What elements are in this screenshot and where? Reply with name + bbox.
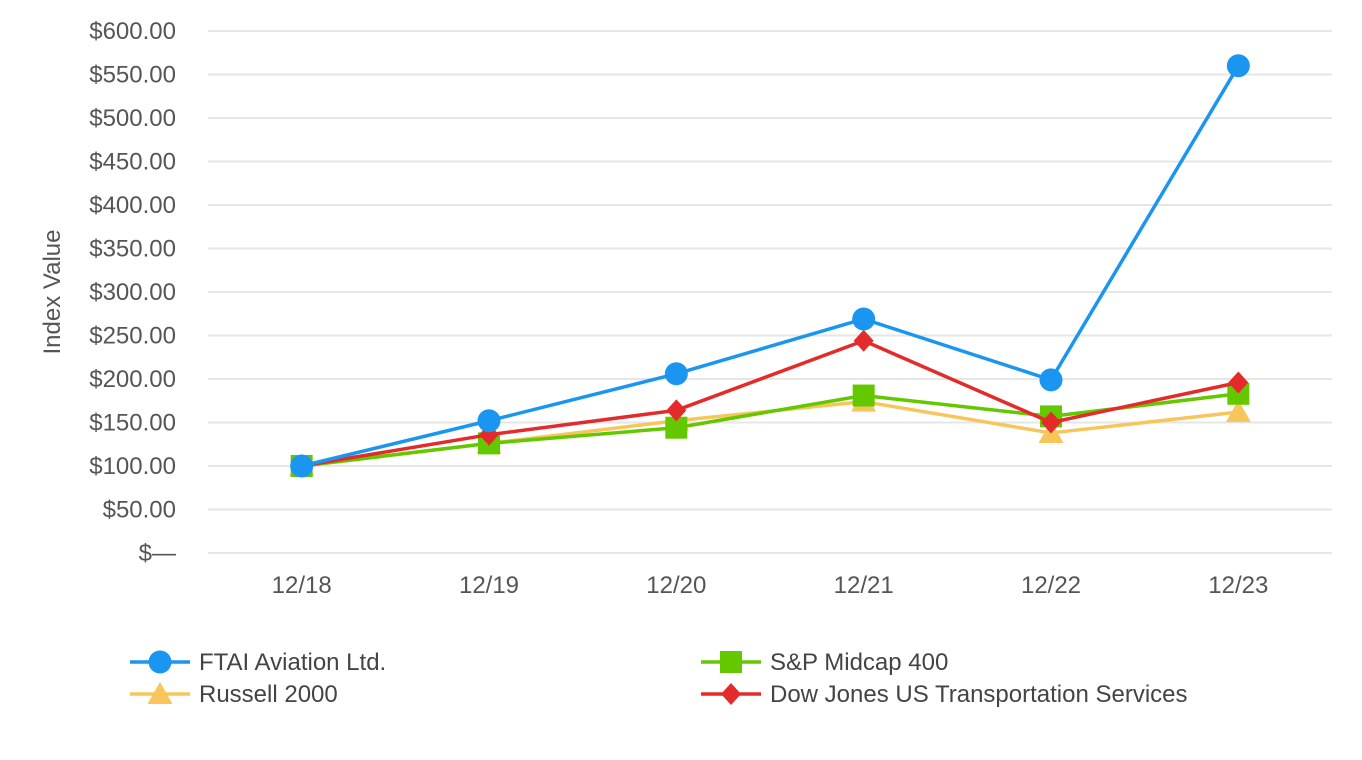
gridlines xyxy=(208,30,1332,554)
series-ftai-aviation-ltd xyxy=(290,54,1250,478)
y-tick-label: $250.00 xyxy=(89,323,176,350)
data-point-russell-2000-5 xyxy=(1225,400,1251,423)
series-line-dow-jones-us-transportation-services xyxy=(301,338,1239,468)
x-tick-label: 12/20 xyxy=(646,572,706,599)
legend-label: Russell 2000 xyxy=(199,681,338,708)
legend-label: FTAI Aviation Ltd. xyxy=(199,649,386,676)
series-line-ftai-aviation-ltd xyxy=(301,64,1240,468)
x-tick-label: 12/21 xyxy=(834,572,894,599)
legend: FTAI Aviation Ltd. S&P Midcap 400 Russell … xyxy=(130,649,1188,708)
y-tick-label: $— xyxy=(139,540,176,567)
data-point-dow-jones-us-transportation-services-5 xyxy=(1228,371,1249,394)
data-point-s-p-midcap-400-2 xyxy=(665,416,688,439)
y-tick-label: $50.00 xyxy=(103,497,176,524)
y-tick-label: $550.00 xyxy=(89,62,176,89)
legend-marker-dow-jones-us-transportation-services xyxy=(721,683,741,705)
x-tick-label: 12/22 xyxy=(1021,572,1081,599)
legend-item-s-p-midcap-400: S&P Midcap 400 xyxy=(701,649,948,676)
x-tick-label: 12/19 xyxy=(459,572,519,599)
data-point-ftai-aviation-ltd-0 xyxy=(290,454,314,478)
y-tick-label: $400.00 xyxy=(89,192,176,219)
y-axis-ticks: $— $50.00 $100.00 $150.00 $200.00 $250.00 $300… xyxy=(89,18,176,567)
series-line-s-p-midcap-400 xyxy=(301,392,1239,468)
x-axis-ticks: 12/18 12/19 12/20 12/21 12/22 12/23 xyxy=(272,572,1269,599)
series-dow-jones-us-transportation-services xyxy=(291,329,1249,477)
legend-item-ftai-aviation-ltd: FTAI Aviation Ltd. xyxy=(130,649,386,676)
data-point-ftai-aviation-ltd-5 xyxy=(1226,54,1250,78)
legend-marker-s-p-midcap-400 xyxy=(720,651,742,673)
y-tick-label: $350.00 xyxy=(89,236,176,263)
data-point-ftai-aviation-ltd-2 xyxy=(664,362,688,386)
x-tick-label: 12/23 xyxy=(1208,572,1268,599)
legend-item-dow-jones-us-transportation-services: Dow Jones US Transportation Services xyxy=(701,681,1188,708)
legend-marker-ftai-aviation-ltd xyxy=(148,650,172,674)
y-tick-label: $150.00 xyxy=(89,410,176,437)
legend-label: Dow Jones US Transportation Services xyxy=(770,681,1188,708)
data-point-dow-jones-us-transportation-services-2 xyxy=(666,399,687,422)
data-point-dow-jones-us-transportation-services-4 xyxy=(1041,411,1061,434)
series-group xyxy=(289,54,1251,478)
data-point-s-p-midcap-400-5 xyxy=(1227,382,1250,405)
y-tick-label: $500.00 xyxy=(89,105,176,132)
data-point-dow-jones-us-transportation-services-3 xyxy=(853,329,874,352)
legend-label: S&P Midcap 400 xyxy=(770,649,948,676)
data-point-ftai-aviation-ltd-3 xyxy=(852,307,876,331)
y-tick-label: $600.00 xyxy=(89,18,176,45)
data-point-ftai-aviation-ltd-1 xyxy=(477,409,501,433)
y-tick-label: $100.00 xyxy=(89,453,176,480)
y-tick-label: $300.00 xyxy=(89,279,176,306)
series-s-p-midcap-400 xyxy=(290,382,1250,477)
y-axis-label: Index Value xyxy=(39,230,66,355)
data-point-ftai-aviation-ltd-4 xyxy=(1039,368,1063,392)
data-point-s-p-midcap-400-3 xyxy=(852,384,875,407)
x-tick-label: 12/18 xyxy=(272,572,332,599)
legend-item-russell-2000: Russell 2000 xyxy=(130,681,338,708)
legend-marker-russell-2000 xyxy=(147,682,173,704)
y-tick-label: $200.00 xyxy=(89,366,176,393)
y-tick-label: $450.00 xyxy=(89,149,176,176)
